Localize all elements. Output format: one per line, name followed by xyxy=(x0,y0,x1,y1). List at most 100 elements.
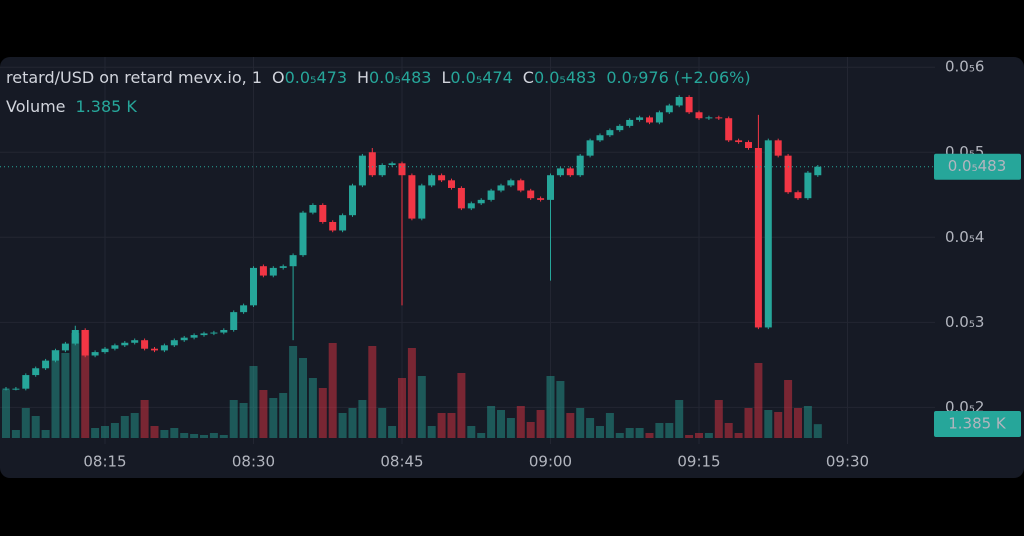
candle-body xyxy=(754,147,762,328)
x-tick-label: 09:30 xyxy=(826,453,869,471)
candle-body xyxy=(507,180,515,186)
candle-body xyxy=(269,267,277,276)
ohlc-value: 0.0₅474 xyxy=(450,68,513,87)
candle-body xyxy=(160,345,168,351)
volume-bar xyxy=(576,408,585,438)
volume-bar xyxy=(803,406,812,438)
volume-bar xyxy=(51,350,60,438)
candle-body xyxy=(784,155,792,193)
candle-body xyxy=(665,105,673,113)
volume-bar xyxy=(497,410,505,438)
volume-bar xyxy=(457,373,466,438)
candle-body xyxy=(81,329,89,356)
y-tick-label: 0.0₅4 xyxy=(945,228,984,246)
volume-bar xyxy=(734,433,743,438)
volume-bar xyxy=(239,403,248,438)
candle-body xyxy=(250,267,257,306)
volume-bar xyxy=(308,378,317,438)
volume-bar xyxy=(635,428,644,438)
volume-bar xyxy=(407,348,416,438)
candle-body xyxy=(715,117,723,119)
candle-body xyxy=(32,368,40,376)
volume-bar xyxy=(536,410,545,438)
candle-body xyxy=(101,348,109,353)
candle-body xyxy=(745,142,752,148)
x-tick-label: 08:45 xyxy=(380,453,423,471)
volume-bar xyxy=(130,413,139,438)
volume-bar xyxy=(398,378,406,438)
candle-body xyxy=(477,199,485,204)
volume-bar xyxy=(516,406,525,438)
candle-body xyxy=(725,118,733,141)
volume-bar xyxy=(744,408,753,438)
volume-bar xyxy=(110,423,119,438)
candle-body xyxy=(467,203,475,209)
volume-bar xyxy=(91,428,100,438)
candle-body xyxy=(42,360,50,369)
volume-bar xyxy=(289,346,298,438)
volume-bar xyxy=(259,390,268,438)
candle-body xyxy=(616,125,624,131)
volume-bar xyxy=(249,366,258,438)
ohlc-name: H xyxy=(357,68,370,87)
volume-bar xyxy=(180,433,189,438)
volume-bar xyxy=(526,422,535,438)
candle-body xyxy=(804,172,812,199)
volume-bar xyxy=(328,343,337,438)
volume-bar xyxy=(566,413,575,438)
volume-bar xyxy=(586,418,595,438)
volume-bar xyxy=(675,400,684,438)
y-tick-label: 0.0₅3 xyxy=(945,313,984,331)
volume-bar xyxy=(388,426,397,438)
x-tick-label: 08:30 xyxy=(232,453,275,471)
volume-bar xyxy=(784,380,793,438)
volume-bar xyxy=(338,413,347,438)
candle-body xyxy=(309,204,317,213)
volume-bar xyxy=(378,408,387,438)
volume-bar xyxy=(299,358,307,438)
volume-bar xyxy=(2,390,10,438)
candle-body xyxy=(537,198,545,200)
candle-body xyxy=(220,329,228,333)
candle-body xyxy=(230,312,238,330)
candle-body xyxy=(71,329,79,344)
candle-body xyxy=(705,117,713,119)
volume-bar xyxy=(41,430,50,438)
candle-body xyxy=(61,343,69,351)
candle-body xyxy=(735,140,743,143)
volume-bar xyxy=(774,412,783,438)
candle-body xyxy=(764,140,772,328)
ohlc-name: L xyxy=(441,68,451,87)
volume-bar xyxy=(61,353,70,438)
candle-body xyxy=(398,163,406,176)
candle-body xyxy=(2,388,10,390)
volume-bar xyxy=(368,346,377,438)
candle-body xyxy=(111,345,119,349)
price-badge xyxy=(934,153,1021,180)
candle-body xyxy=(349,185,356,216)
candle-body xyxy=(200,333,208,336)
volume-bar xyxy=(764,410,773,438)
volume-bar xyxy=(546,376,555,438)
candle-body xyxy=(319,204,327,222)
volume-bar xyxy=(665,423,674,438)
volume-value: 1.385 K xyxy=(75,97,137,116)
volume-bar xyxy=(71,333,80,438)
volume-badge-label: 1.385 K xyxy=(948,415,1007,433)
candle-body xyxy=(408,175,416,219)
volume-bar xyxy=(269,398,278,438)
volume-bar xyxy=(447,413,456,438)
candle-body xyxy=(210,332,218,334)
ohlc-name: C xyxy=(522,68,534,87)
x-tick-label: 08:15 xyxy=(83,453,126,471)
volume-bar xyxy=(506,418,515,438)
volume-bar xyxy=(724,423,733,438)
candle-body xyxy=(606,130,614,136)
volume-bar xyxy=(219,435,228,438)
volume-bar xyxy=(487,406,496,438)
legend-header: retard/USD on retard mevx.io, 1 O0.0₅473 H… xyxy=(6,68,751,87)
volume-bar xyxy=(160,430,169,438)
volume-bar xyxy=(417,376,426,438)
change: 0.0₇976 (+2.06%) xyxy=(606,68,751,87)
volume-bar xyxy=(596,426,604,438)
